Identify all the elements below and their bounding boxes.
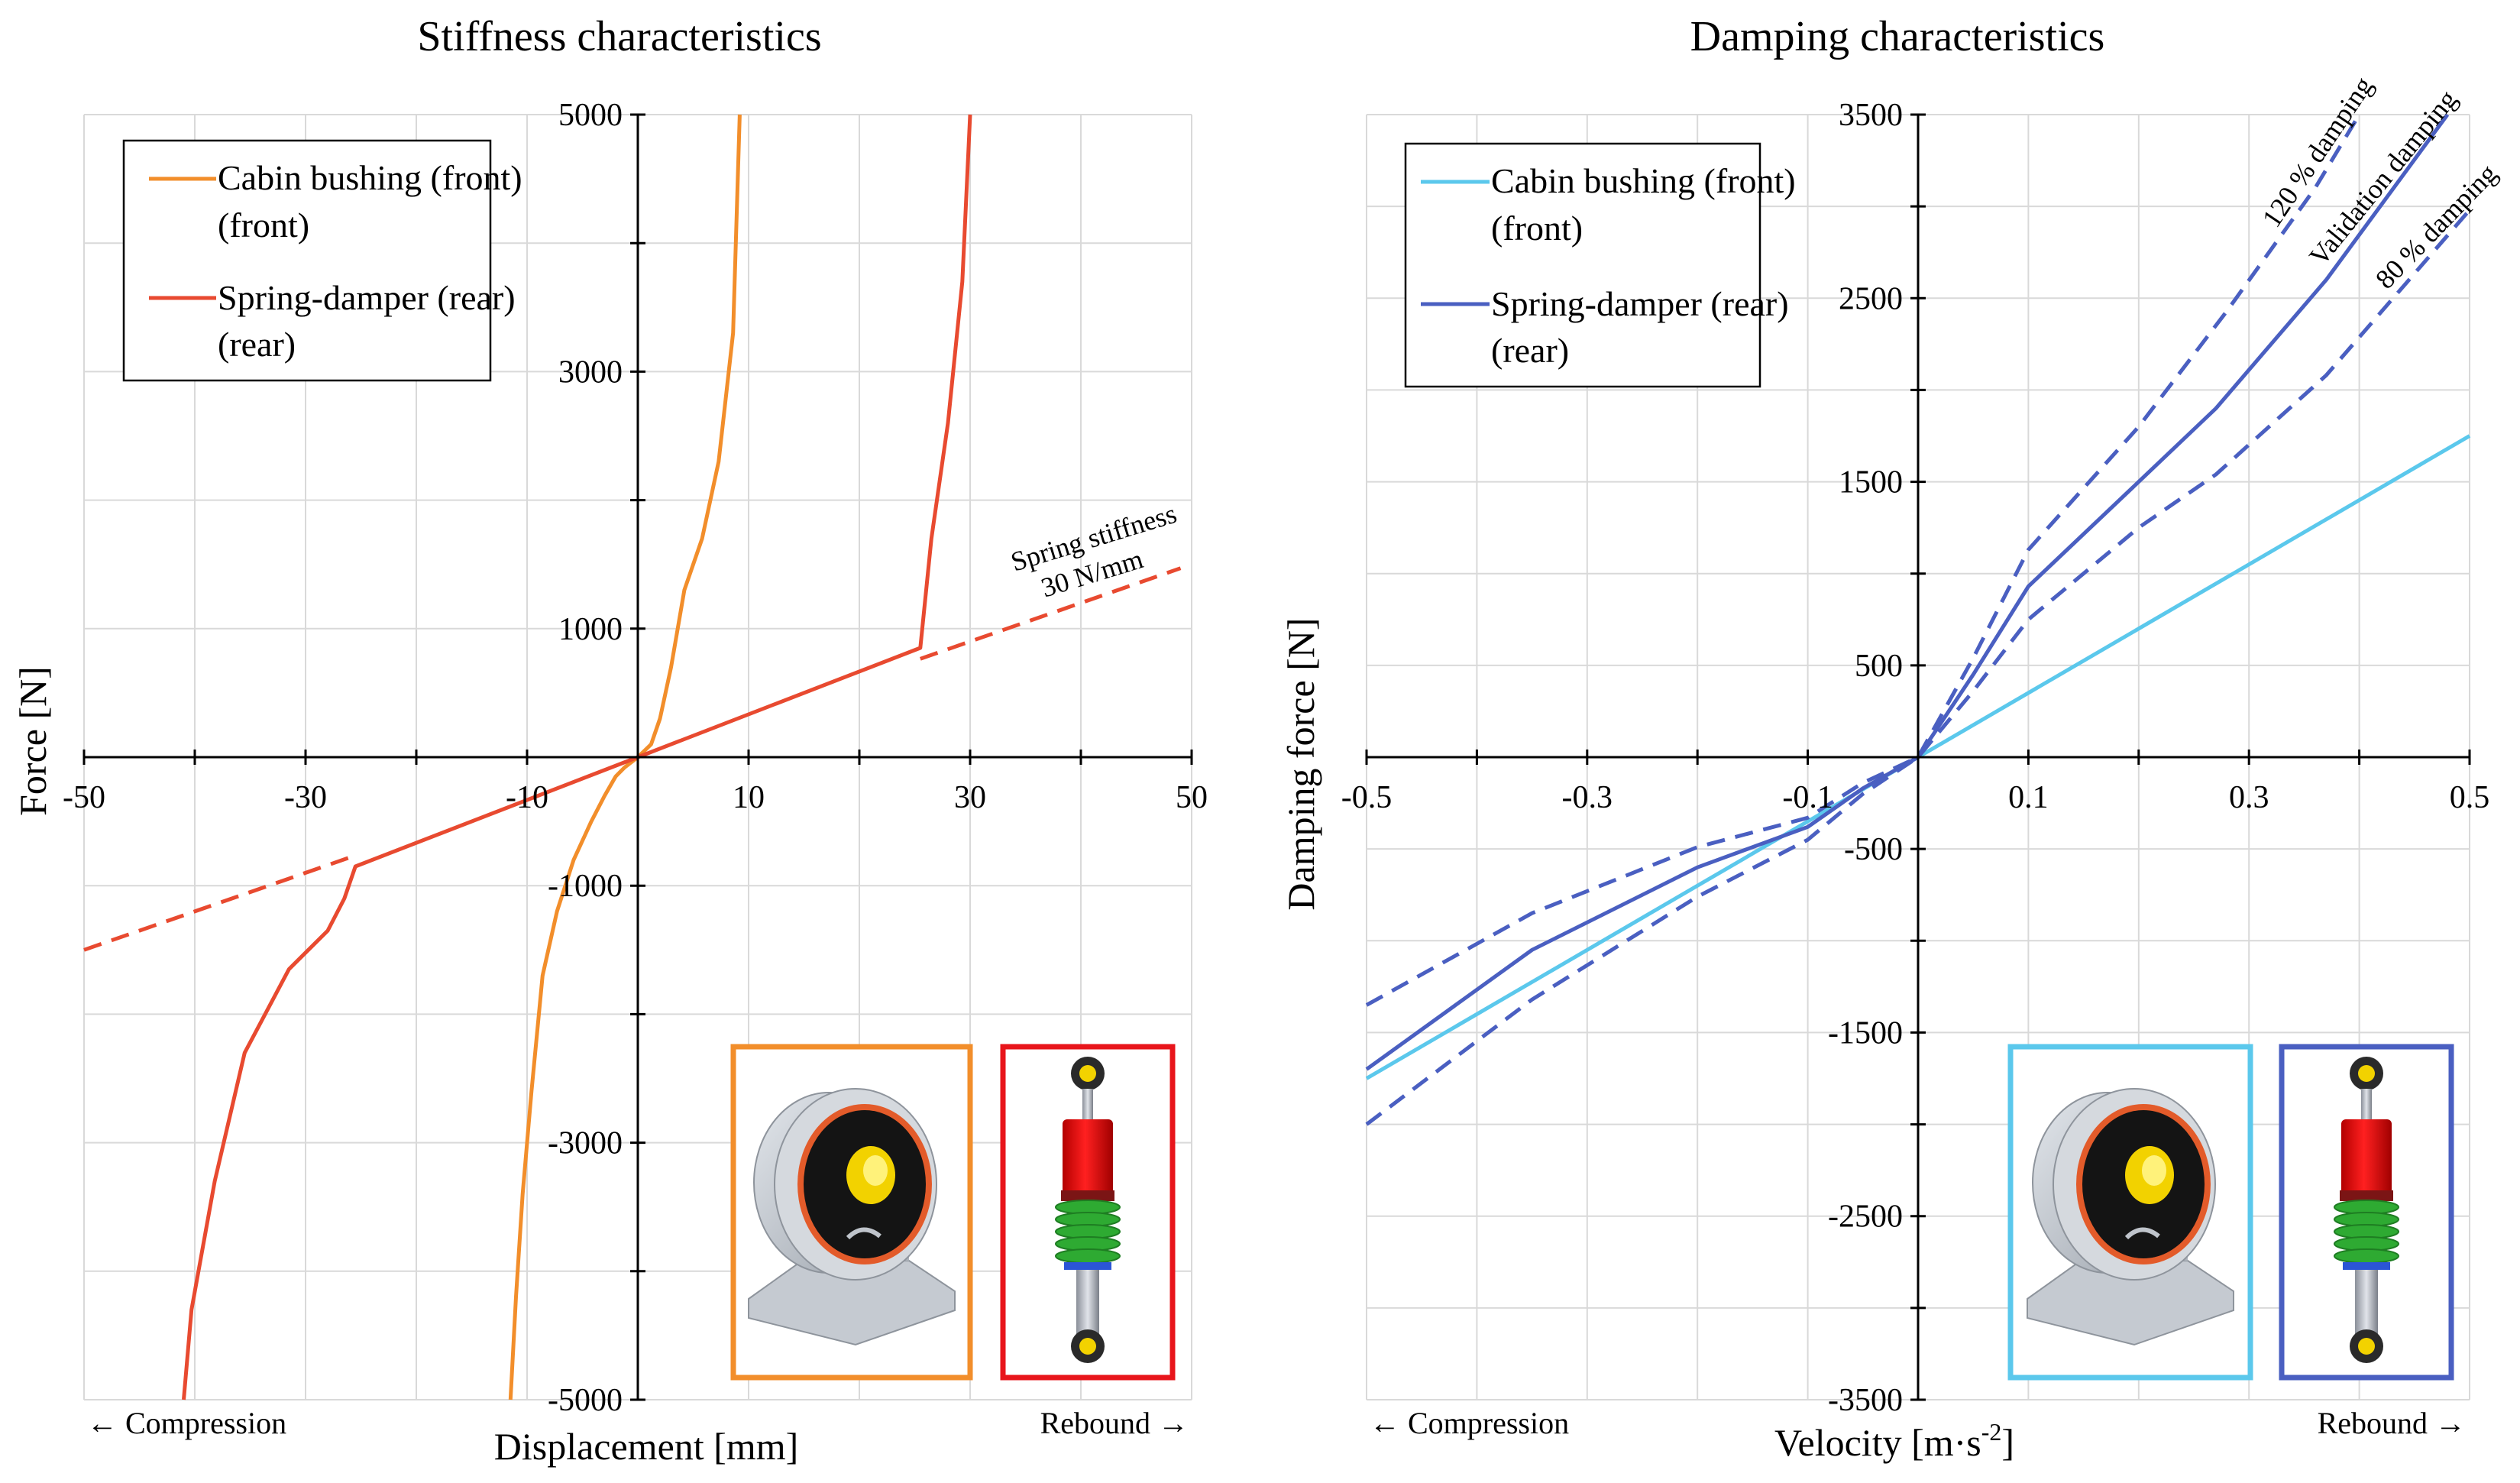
series-cabin-bushing-front <box>508 114 742 1400</box>
l-y-tick-label-1000: -1000 <box>548 869 623 904</box>
r-y-tick-label-2500: 2500 <box>1839 281 1903 316</box>
velocity-label-exponent: -2 <box>1981 1418 2002 1446</box>
stiffness-series <box>83 114 1182 1400</box>
cabin-bushing-image-left <box>730 1044 973 1381</box>
l-x-tick-label-30: -30 <box>284 780 327 815</box>
stiffness-tick-labels: -50 -30 -10 10 30 50 -5000 -3000 -1000 1000 3000 50… <box>63 98 1208 1418</box>
r-x-tick-label-0-5: 0.5 <box>2450 780 2490 815</box>
legend-label-cabin-bushing: Cabin bushing (front) <box>218 158 522 197</box>
stiffness-axes <box>82 113 1193 1401</box>
velocity-label-end: ] <box>2001 1421 2014 1464</box>
legend-label-rear: (rear) <box>218 325 296 364</box>
damping-tick-labels: -0.5 -0.3 -0.1 0.1 0.3 0.5 -3500 -2500 -1500 -500… <box>1341 98 2490 1418</box>
legend-label-front-damping: (front) <box>1491 209 1583 248</box>
r-x-tick-label-0-3: 0.3 <box>2229 780 2269 815</box>
stiffness-y-axis-label: Force [N] <box>11 666 54 816</box>
spring-stiffness-annotation: Spring stiffness 30 N/mm <box>1008 498 1180 604</box>
r-y-tick-label-2500: -2500 <box>1828 1200 1903 1235</box>
damping-legend: Cabin bushing (front) (front) Spring-dam… <box>1404 142 1796 388</box>
stiffness-legend: Cabin bushing (front) (front) Spring-dam… <box>122 139 522 382</box>
r-y-tick-label-1500: 1500 <box>1839 465 1903 500</box>
stiffness-chart-title: Stiffness characteristics <box>417 13 821 60</box>
legend-label-spring-damper-damping: Spring-damper (rear) <box>1491 284 1789 323</box>
l-y-tick-label-5000: 5000 <box>558 98 623 133</box>
series-120-damping <box>1365 113 2361 1007</box>
l-y-tick-label-5000: -5000 <box>548 1383 623 1418</box>
r-y-tick-label-1500: -1500 <box>1828 1015 1903 1051</box>
stiffness-compression-label: ← Compression <box>87 1406 286 1440</box>
r-x-tick-label-0-1: -0.1 <box>1782 780 1833 815</box>
l-x-tick-label-10: -10 <box>506 780 548 815</box>
spring-damper-image-right <box>2279 1044 2454 1381</box>
series-80-damping <box>1365 209 2471 1126</box>
damping-chart: Damping characteristics -0.5 -0.3 -0.1 0.1 0… <box>1279 13 2503 1464</box>
damping-chart-title: Damping characteristics <box>1690 13 2105 60</box>
legend-label-spring-damper: Spring-damper (rear) <box>218 278 516 317</box>
series-spring-damper-rear <box>1365 113 2450 1071</box>
l-x-tick-label-30: 30 <box>954 780 986 815</box>
spring-damper-image-left <box>1000 1044 1176 1381</box>
legend-label-cabin-bushing-damping: Cabin bushing (front) <box>1491 161 1796 200</box>
l-x-tick-label-10: 10 <box>733 780 765 815</box>
r-x-tick-label-0-3: -0.3 <box>1562 780 1613 815</box>
series-spring-stiffness-30-n-mm-rebound <box>919 566 1182 661</box>
damping-rebound-label: Rebound → <box>2318 1406 2466 1440</box>
damping-y-axis-label: Damping force [N] <box>1279 617 1322 910</box>
r-y-tick-label-500: 500 <box>1855 649 1903 684</box>
l-y-tick-label-3000: -3000 <box>548 1126 623 1161</box>
damping-legend-box <box>1404 142 1761 388</box>
r-y-tick-label-3500: 3500 <box>1839 98 1903 133</box>
series-spring-damper-rear <box>182 114 972 1400</box>
l-x-tick-label-50: 50 <box>1176 780 1208 815</box>
stiffness-chart: Stiffness characteristics -50 -30 -10 10 30 5… <box>11 13 1208 1468</box>
legend-label-front: (front) <box>218 206 309 244</box>
l-y-tick-label-3000: 3000 <box>558 355 623 390</box>
r-y-tick-label-500: -500 <box>1844 832 1903 867</box>
r-y-tick-label-3500: -3500 <box>1828 1383 1903 1418</box>
stiffness-rebound-label: Rebound → <box>1040 1406 1189 1440</box>
l-y-tick-label-1000: 1000 <box>558 612 623 647</box>
damping-compression-label: ← Compression <box>1370 1406 1569 1440</box>
velocity-label-main: Velocity [m·s <box>1774 1421 1981 1464</box>
series-spring-stiffness-30-n-mm <box>83 853 357 952</box>
stiffness-x-axis-label: Displacement [mm] <box>494 1425 799 1468</box>
damping-axes <box>1365 113 2471 1401</box>
r-x-tick-label-0-5: -0.5 <box>1341 780 1393 815</box>
legend-label-rear-damping: (rear) <box>1491 331 1569 370</box>
r-x-tick-label-0-1: 0.1 <box>2008 780 2049 815</box>
damping-x-axis-label: Velocity [m·s-2] <box>1774 1418 2014 1464</box>
l-x-tick-label-50: -50 <box>63 780 105 815</box>
cabin-bushing-image-right <box>2007 1044 2253 1381</box>
